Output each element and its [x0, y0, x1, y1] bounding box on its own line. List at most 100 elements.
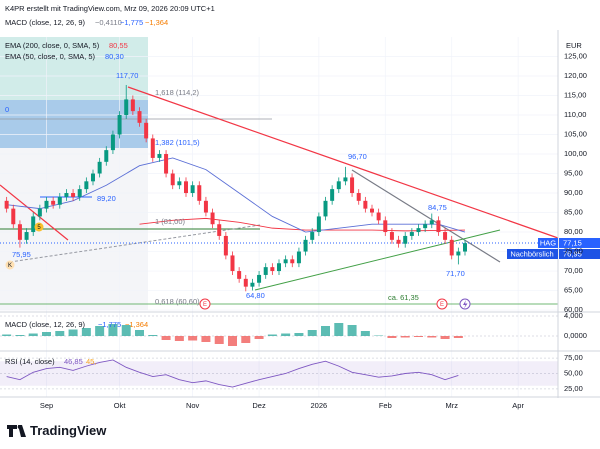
histogram-bar [453, 336, 463, 338]
histogram-bar [28, 333, 38, 336]
candle-body [170, 173, 175, 186]
plot [0, 84, 558, 388]
annotation: 1,382 (101,5) [155, 138, 200, 147]
trend-line [127, 86, 559, 239]
y-tick-label: 0,0000 [564, 331, 587, 340]
histogram-bar [121, 325, 131, 336]
histogram-bar [135, 330, 144, 336]
y-tick-label: 80,00 [564, 227, 583, 236]
histogram-bar [68, 329, 78, 336]
event-icon [463, 300, 468, 309]
candle-body [71, 193, 76, 197]
candle-body [210, 212, 215, 225]
histogram-bar [294, 333, 304, 336]
histogram-bar [427, 336, 437, 338]
candle-body [137, 111, 142, 123]
candle-body [396, 239, 401, 244]
y-tick-label: 125,00 [564, 51, 587, 60]
candle-body [370, 208, 374, 213]
candle-body [51, 200, 56, 205]
marker [5, 260, 15, 270]
y-tick-label: 25,00 [564, 384, 583, 393]
tag [559, 238, 600, 248]
candle-body [409, 232, 414, 236]
candle-body [250, 282, 255, 287]
logo [7, 425, 26, 437]
annotation: 84,75 [428, 203, 447, 212]
candle-body [389, 232, 394, 240]
y-tick-label: 85,00 [564, 208, 583, 217]
candle-body [124, 99, 129, 116]
legend-value: 80,55 [109, 41, 128, 50]
histogram-bar [321, 326, 330, 336]
tag [507, 249, 558, 259]
pane-title: MACD (close, 12, 26, 9) [5, 320, 86, 329]
annotation: 75,95 [12, 250, 31, 259]
annotation: 1,618 (114,2) [155, 88, 200, 97]
histogram-bar [95, 326, 105, 336]
candle-body [4, 200, 9, 209]
candle-body [376, 212, 381, 221]
annotation: 0 [5, 105, 9, 114]
y-tick-label: 70,00 [564, 266, 583, 275]
candle-body [456, 251, 461, 256]
annotation: 64,80 [246, 291, 265, 300]
candle-body [290, 259, 295, 264]
candle-body [323, 200, 328, 217]
candle-body [277, 263, 281, 272]
trend-line [0, 184, 69, 241]
candle-body [77, 189, 82, 197]
candle-body [144, 122, 149, 139]
candle-body [44, 200, 49, 209]
legend: EMA (50, close, 0, SMA, 5) [5, 52, 96, 61]
indicator-value: −1,364 [145, 18, 168, 27]
histogram-bar [148, 335, 158, 336]
candle-body [336, 181, 341, 190]
candle-body [110, 134, 115, 151]
annotation: E [440, 302, 444, 308]
candle-body [64, 193, 69, 197]
histogram-bar [414, 336, 423, 337]
candle-body [97, 161, 102, 174]
candle-body [164, 154, 169, 174]
indicator-value: −1,775 [120, 18, 143, 27]
candle-body [449, 239, 454, 256]
y-tick-label: 115,00 [564, 90, 586, 99]
y-tick-label: 110,00 [564, 110, 586, 119]
brand: TradingView [30, 423, 107, 438]
candle-body [443, 232, 448, 240]
histogram-bar [188, 336, 198, 341]
rsi-band [0, 361, 558, 386]
pane-value: 46,85 [64, 357, 83, 366]
candle-body [296, 251, 301, 264]
x-tick-label: Mrz [445, 401, 458, 410]
candle-body [310, 232, 315, 240]
candle-body [429, 220, 434, 225]
pane-title: RSI (14, close) [5, 357, 55, 366]
x-tick-label: Feb [379, 401, 392, 410]
y-tick-label: 120,00 [564, 71, 587, 80]
pane-value: −1,775 [98, 320, 121, 329]
candle-body [263, 267, 268, 275]
candle-body [57, 196, 62, 205]
candle-body [217, 224, 222, 236]
candle-body [117, 115, 122, 135]
y-tick-label: 75,00 [564, 247, 583, 256]
legend-value: 80,30 [105, 52, 124, 61]
histogram-bar [334, 323, 344, 336]
candle-body [257, 274, 262, 283]
histogram-bar [241, 336, 251, 343]
x-tick-label: 2026 [311, 401, 328, 410]
histogram-bar [267, 334, 277, 336]
y-tick-label: 95,00 [564, 169, 583, 178]
candle-body [203, 200, 208, 213]
candle-body [177, 181, 182, 186]
annotation: 5 [37, 225, 41, 231]
histogram-bar [201, 336, 211, 342]
x-tick-label: Okt [114, 401, 127, 410]
candle-body [37, 208, 42, 217]
x-tick-label: Apr [512, 401, 524, 410]
x-tick-label: Dez [252, 401, 266, 410]
candle-body [84, 181, 89, 190]
